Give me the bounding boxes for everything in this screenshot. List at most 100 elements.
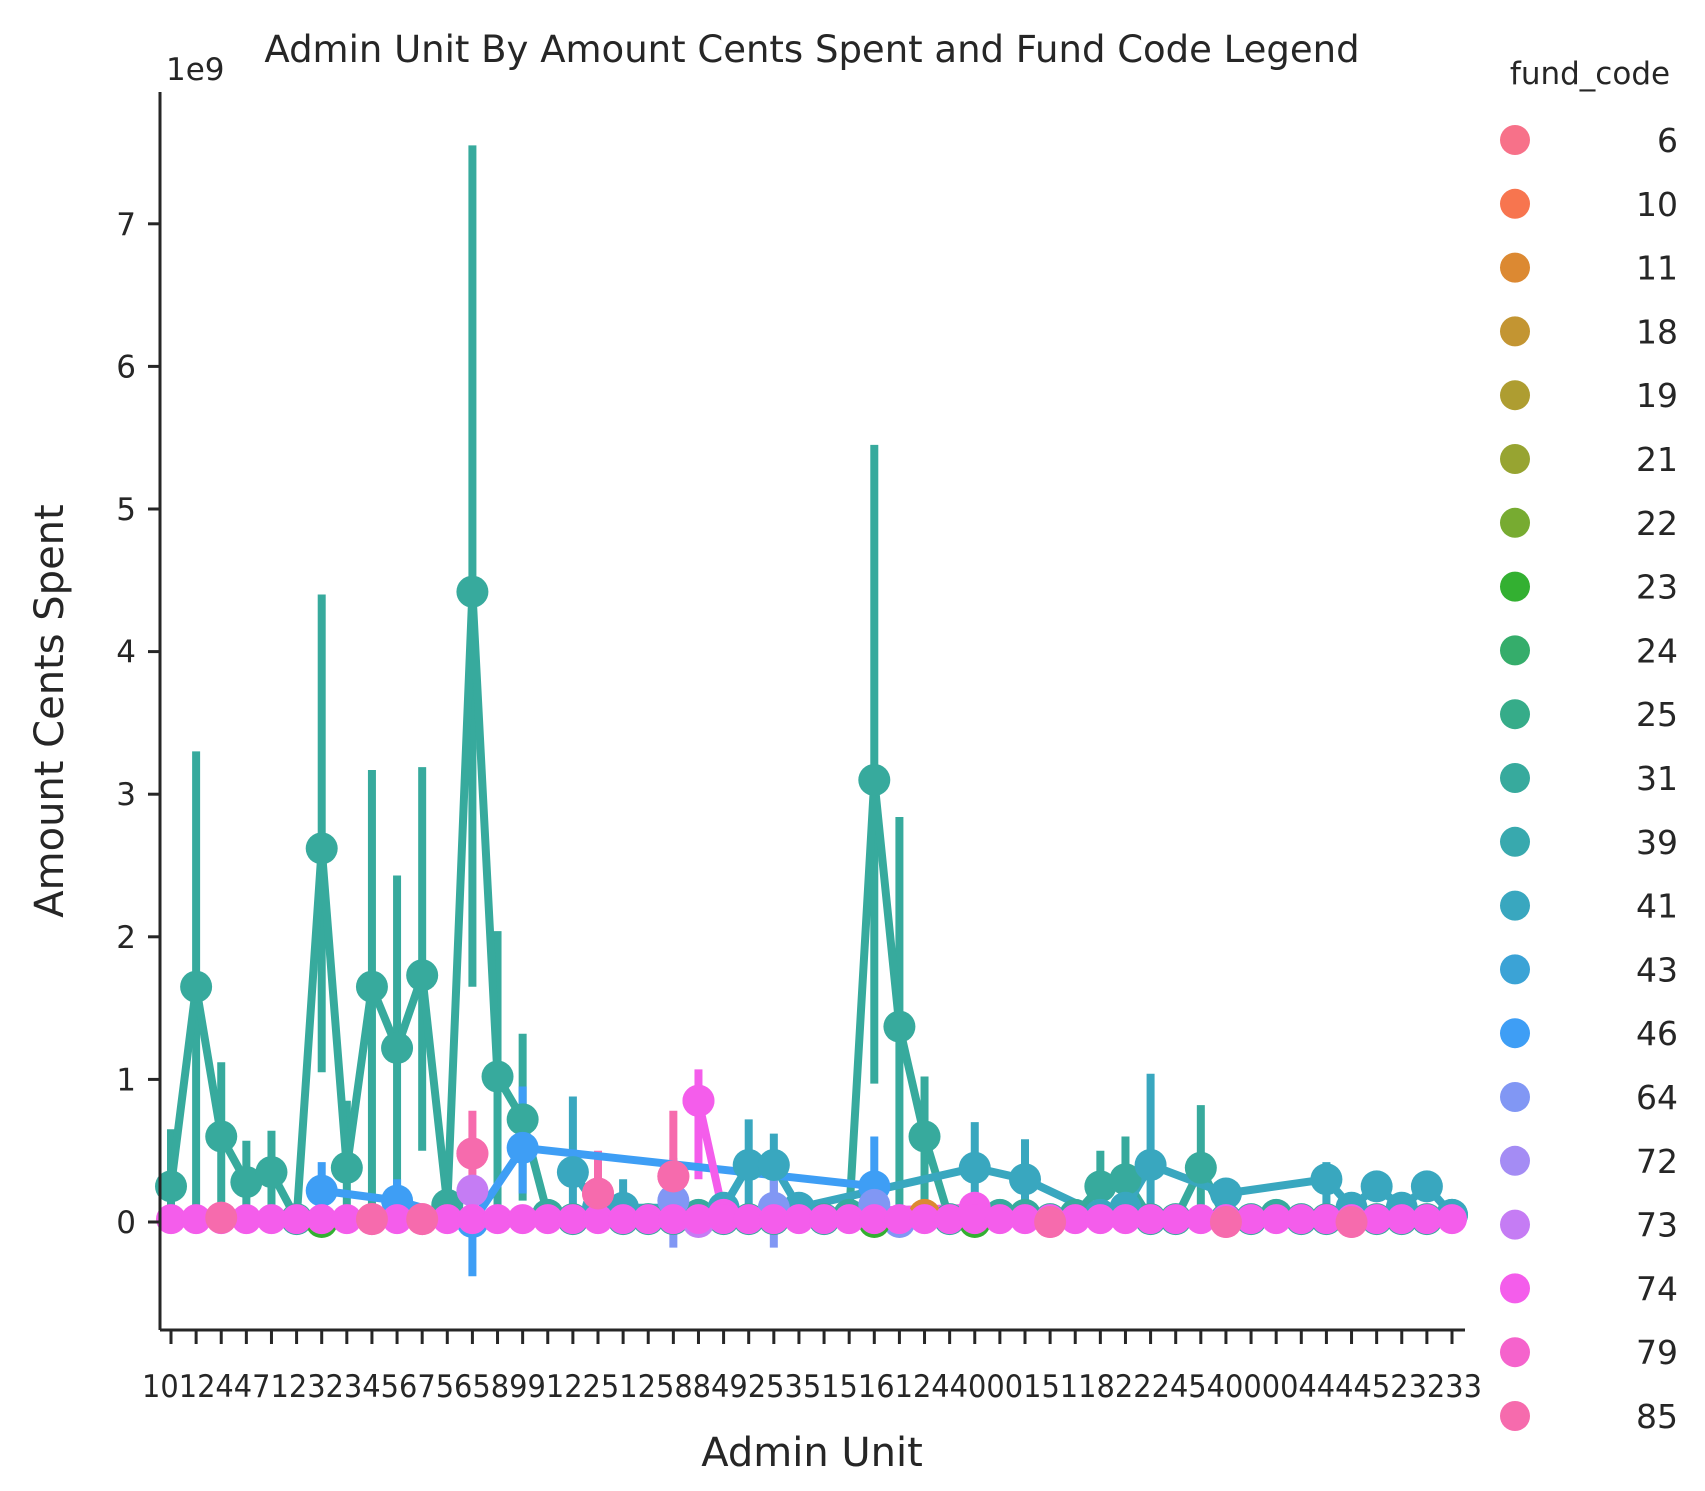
legend-marker [1500, 1401, 1530, 1431]
legend-marker [1500, 507, 1530, 538]
legend-label: 85 [1636, 1397, 1678, 1436]
point-85 [355, 1203, 388, 1236]
baseline-point-74 [909, 1204, 940, 1235]
y-tick-label: 6 [116, 349, 136, 385]
point-85 [406, 1203, 439, 1236]
legend-label: 21 [1636, 440, 1678, 479]
baseline-point-74 [859, 1204, 890, 1235]
point-31 [908, 1120, 941, 1153]
baseline-point-74 [1010, 1204, 1040, 1235]
baseline-point-74 [809, 1204, 840, 1235]
point-31 [456, 575, 489, 608]
legend-marker [1500, 699, 1530, 730]
data-points [155, 575, 1468, 1238]
baseline-point-74 [1110, 1204, 1141, 1235]
point-74 [682, 1084, 715, 1117]
point-41 [1209, 1177, 1242, 1210]
legend-marker [1500, 380, 1530, 411]
point-31 [381, 1032, 414, 1065]
legend-marker [1500, 826, 1530, 857]
point-31 [255, 1156, 288, 1189]
baseline-point-74 [884, 1204, 915, 1235]
legend-label: 73 [1636, 1206, 1678, 1245]
point-46 [506, 1131, 539, 1164]
point-31 [883, 1010, 916, 1043]
baseline-point-74 [1261, 1204, 1292, 1235]
baseline-point-74 [658, 1204, 689, 1235]
baseline-point-74 [1185, 1204, 1216, 1235]
legend-label: 11 [1636, 249, 1678, 288]
legend-marker [1500, 890, 1530, 921]
baseline-point-74 [231, 1204, 262, 1235]
baseline-point-74 [1135, 1204, 1166, 1235]
legend-marker [1500, 252, 1530, 283]
series-lines [167, 587, 1456, 1226]
legend-marker [1500, 1337, 1530, 1368]
baseline-point-74 [708, 1204, 739, 1235]
legend-label: 31 [1636, 759, 1678, 798]
legend-marker [1500, 1273, 1530, 1304]
baseline-point-74 [683, 1204, 714, 1235]
baseline-point-74 [181, 1204, 212, 1235]
legend-label: 24 [1636, 631, 1678, 670]
point-85 [1335, 1206, 1368, 1238]
baseline-point-74 [557, 1204, 588, 1235]
baseline-point-74 [583, 1204, 613, 1235]
point-41 [1310, 1163, 1343, 1196]
legend-marker [1500, 316, 1530, 347]
point-31 [1084, 1170, 1117, 1203]
y-axis-label: Amount Cents Spent [27, 504, 73, 917]
x-axis-label: Admin Unit [701, 1430, 923, 1476]
y-ticks: 0 1 2 3 4 5 6 7 [116, 207, 160, 1241]
legend-label: 43 [1636, 950, 1678, 989]
baseline-point-74 [331, 1204, 362, 1235]
point-31 [205, 1120, 238, 1153]
point-46 [305, 1174, 338, 1207]
legend-title: fund_code [1510, 56, 1670, 92]
series-line-31 [167, 587, 1453, 1224]
point-73 [456, 1174, 489, 1207]
legend-label: 23 [1636, 568, 1678, 607]
baseline-point-74 [156, 1204, 186, 1235]
point-41 [1410, 1170, 1443, 1203]
legend-label: 41 [1636, 887, 1678, 926]
point-85 [582, 1177, 614, 1210]
legend-marker [1500, 1145, 1530, 1176]
legend-label: 18 [1636, 312, 1678, 351]
baseline-point-74 [1085, 1204, 1116, 1235]
baseline-point-74 [1411, 1204, 1442, 1235]
baseline-point-74 [306, 1204, 337, 1235]
point-31 [506, 1103, 539, 1136]
point-31 [230, 1166, 263, 1199]
legend-marker [1500, 635, 1530, 666]
legend-label: 6 [1657, 121, 1678, 160]
baseline-point-74 [934, 1204, 965, 1235]
baseline-point-74 [633, 1204, 664, 1235]
x-tick-labels: 1012447123234567565899122512588492535151… [142, 1369, 1482, 1405]
point-31 [355, 970, 388, 1003]
point-31 [406, 959, 439, 992]
baseline-point-74 [1437, 1204, 1467, 1235]
legend-label: 39 [1636, 823, 1678, 862]
point-31 [330, 1151, 363, 1184]
point-31 [481, 1060, 514, 1093]
point-41 [1360, 1170, 1393, 1203]
point-31 [858, 763, 891, 796]
legend-label: 10 [1636, 185, 1678, 224]
point-41 [958, 1151, 991, 1184]
point-31 [305, 832, 338, 865]
legend-label: 72 [1636, 1142, 1678, 1181]
legend: fund_code 6 10 11 18 19 21 22 23 24 25 31 39 41 43 46 6… [1500, 56, 1678, 1436]
baseline-point-74 [1361, 1204, 1392, 1235]
baseline-point-74 [382, 1204, 413, 1235]
point-85 [657, 1160, 690, 1193]
baseline-point-74 [1286, 1204, 1317, 1235]
legend-marker [1500, 571, 1530, 602]
point-41 [757, 1148, 790, 1181]
legend-marker [1500, 444, 1530, 474]
baseline-point-74 [532, 1204, 563, 1235]
x-ticks [169, 1330, 1454, 1344]
legend-marker [1500, 763, 1530, 793]
baseline-point-74 [783, 1204, 814, 1235]
